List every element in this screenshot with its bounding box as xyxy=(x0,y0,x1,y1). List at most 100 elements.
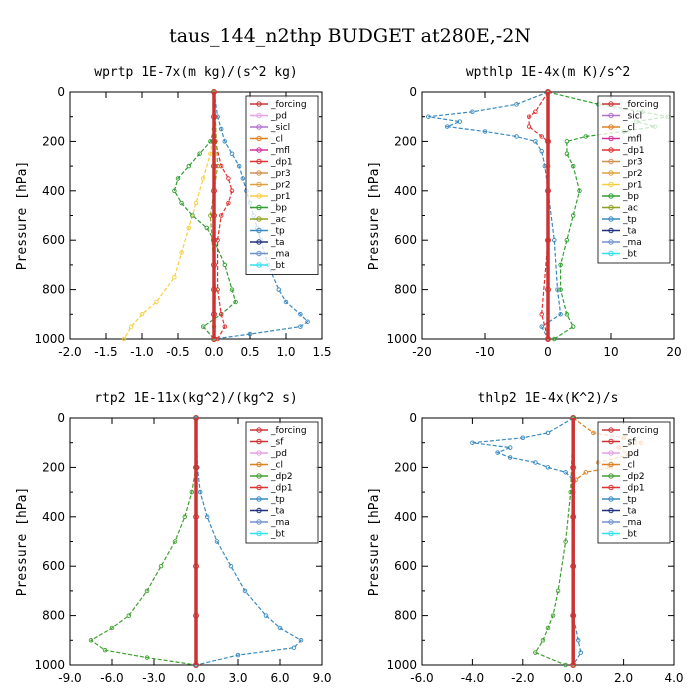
data-point xyxy=(526,124,532,129)
panel-title: wprtp 1E-7x(m kg)/(s^2 kg) xyxy=(94,65,298,80)
legend-label: _bt xyxy=(622,530,637,540)
data-point xyxy=(564,139,570,144)
data-point xyxy=(583,134,589,139)
legend-label: _dp1 xyxy=(270,484,293,494)
x-tick-label: 0 xyxy=(544,345,552,359)
data-point xyxy=(570,163,576,169)
legend-marker xyxy=(608,239,614,245)
data-point xyxy=(563,470,568,475)
data-point xyxy=(190,213,195,218)
data-point xyxy=(545,187,551,194)
data-point xyxy=(545,237,551,244)
data-point xyxy=(575,638,581,643)
legend-marker xyxy=(256,530,262,537)
legend-label: _dp2 xyxy=(270,472,293,482)
legend-label: _bt xyxy=(622,250,637,260)
y-tick-label: 1000 xyxy=(386,658,417,672)
data-point xyxy=(247,331,253,337)
legend-label: _mfl xyxy=(270,146,290,156)
legend-label: _forcing xyxy=(270,426,307,436)
chart-panel-1: wprtp 1E-7x(m kg)/(s^2 kg) Pressure [hPa]… xyxy=(15,65,332,359)
legend-label: _tp xyxy=(622,215,637,225)
legend-marker xyxy=(256,519,262,525)
y-axis-label: Pressure [hPa] xyxy=(367,487,382,597)
legend-marker xyxy=(256,147,262,153)
y-tick-label: 600 xyxy=(394,233,417,247)
data-point xyxy=(533,650,538,655)
legend-label: _dp1 xyxy=(622,146,645,156)
legend-label: _pd xyxy=(622,449,639,459)
legend-label: _pr2 xyxy=(270,181,291,191)
data-point xyxy=(218,213,224,218)
x-tick-label: 1.5 xyxy=(312,345,331,359)
legend-label: _bt xyxy=(270,261,285,271)
y-tick-label: 600 xyxy=(42,233,65,247)
legend-marker xyxy=(256,170,262,176)
data-point xyxy=(235,652,241,658)
x-tick-label: -9.0 xyxy=(58,671,81,685)
data-point xyxy=(182,514,188,520)
y-tick-label: 200 xyxy=(42,134,65,148)
data-point xyxy=(564,151,570,156)
y-tick-label: 200 xyxy=(394,460,417,474)
legend-marker xyxy=(256,450,262,456)
data-point xyxy=(298,312,303,317)
legend-marker xyxy=(608,204,614,211)
y-tick-label: 0 xyxy=(409,85,417,99)
legend-label: _dp1 xyxy=(622,484,645,494)
data-point xyxy=(226,176,231,181)
legend-label: _mfl xyxy=(622,135,642,145)
x-tick-label: 20 xyxy=(666,345,681,359)
x-tick-label: -4.0 xyxy=(461,671,484,685)
data-point xyxy=(539,134,544,139)
data-point xyxy=(577,188,582,194)
data-point xyxy=(470,109,475,115)
legend-marker xyxy=(256,216,262,222)
data-point xyxy=(193,464,199,471)
y-tick-label: 600 xyxy=(394,559,417,573)
legend-marker xyxy=(608,227,614,234)
data-point xyxy=(570,563,577,570)
data-point xyxy=(211,113,217,120)
legend-marker xyxy=(608,250,614,257)
data-point xyxy=(226,200,231,206)
data-point xyxy=(520,435,526,441)
data-point xyxy=(563,539,568,544)
y-tick-label: 800 xyxy=(42,609,65,623)
y-tick-label: 1000 xyxy=(34,332,65,346)
y-tick-label: 0 xyxy=(409,411,417,425)
data-point xyxy=(229,287,235,292)
x-tick-label: 9.0 xyxy=(312,671,331,685)
legend-label: _sicl xyxy=(270,123,290,133)
x-tick-label: 6.0 xyxy=(270,671,289,685)
data-point xyxy=(189,489,195,495)
data-point xyxy=(233,299,238,305)
legend-marker xyxy=(256,461,262,468)
legend-label: _ta xyxy=(270,238,285,248)
legend-marker xyxy=(256,124,262,130)
data-point xyxy=(229,151,235,156)
data-point xyxy=(193,513,199,520)
data-point xyxy=(298,324,303,329)
legend-marker xyxy=(608,181,614,188)
data-point xyxy=(179,200,184,206)
data-point xyxy=(186,163,192,169)
legend-marker xyxy=(608,112,614,119)
data-point xyxy=(533,460,538,465)
data-point xyxy=(457,119,463,124)
series-line-tp xyxy=(428,91,562,340)
legend-marker xyxy=(256,135,262,142)
data-point xyxy=(444,124,450,129)
data-point xyxy=(276,287,282,292)
legend-label: _ac xyxy=(622,204,638,214)
x-tick-label: 4.0 xyxy=(664,671,683,685)
legend-label: _pd xyxy=(270,449,287,459)
legend-label: _tp xyxy=(270,227,285,237)
x-tick-label: 0.0 xyxy=(204,345,223,359)
legend-label: _bp xyxy=(270,204,287,214)
data-point xyxy=(193,563,199,570)
y-tick-label: 200 xyxy=(42,460,65,474)
data-point xyxy=(552,237,557,243)
data-point xyxy=(121,336,127,342)
data-point xyxy=(426,114,431,119)
